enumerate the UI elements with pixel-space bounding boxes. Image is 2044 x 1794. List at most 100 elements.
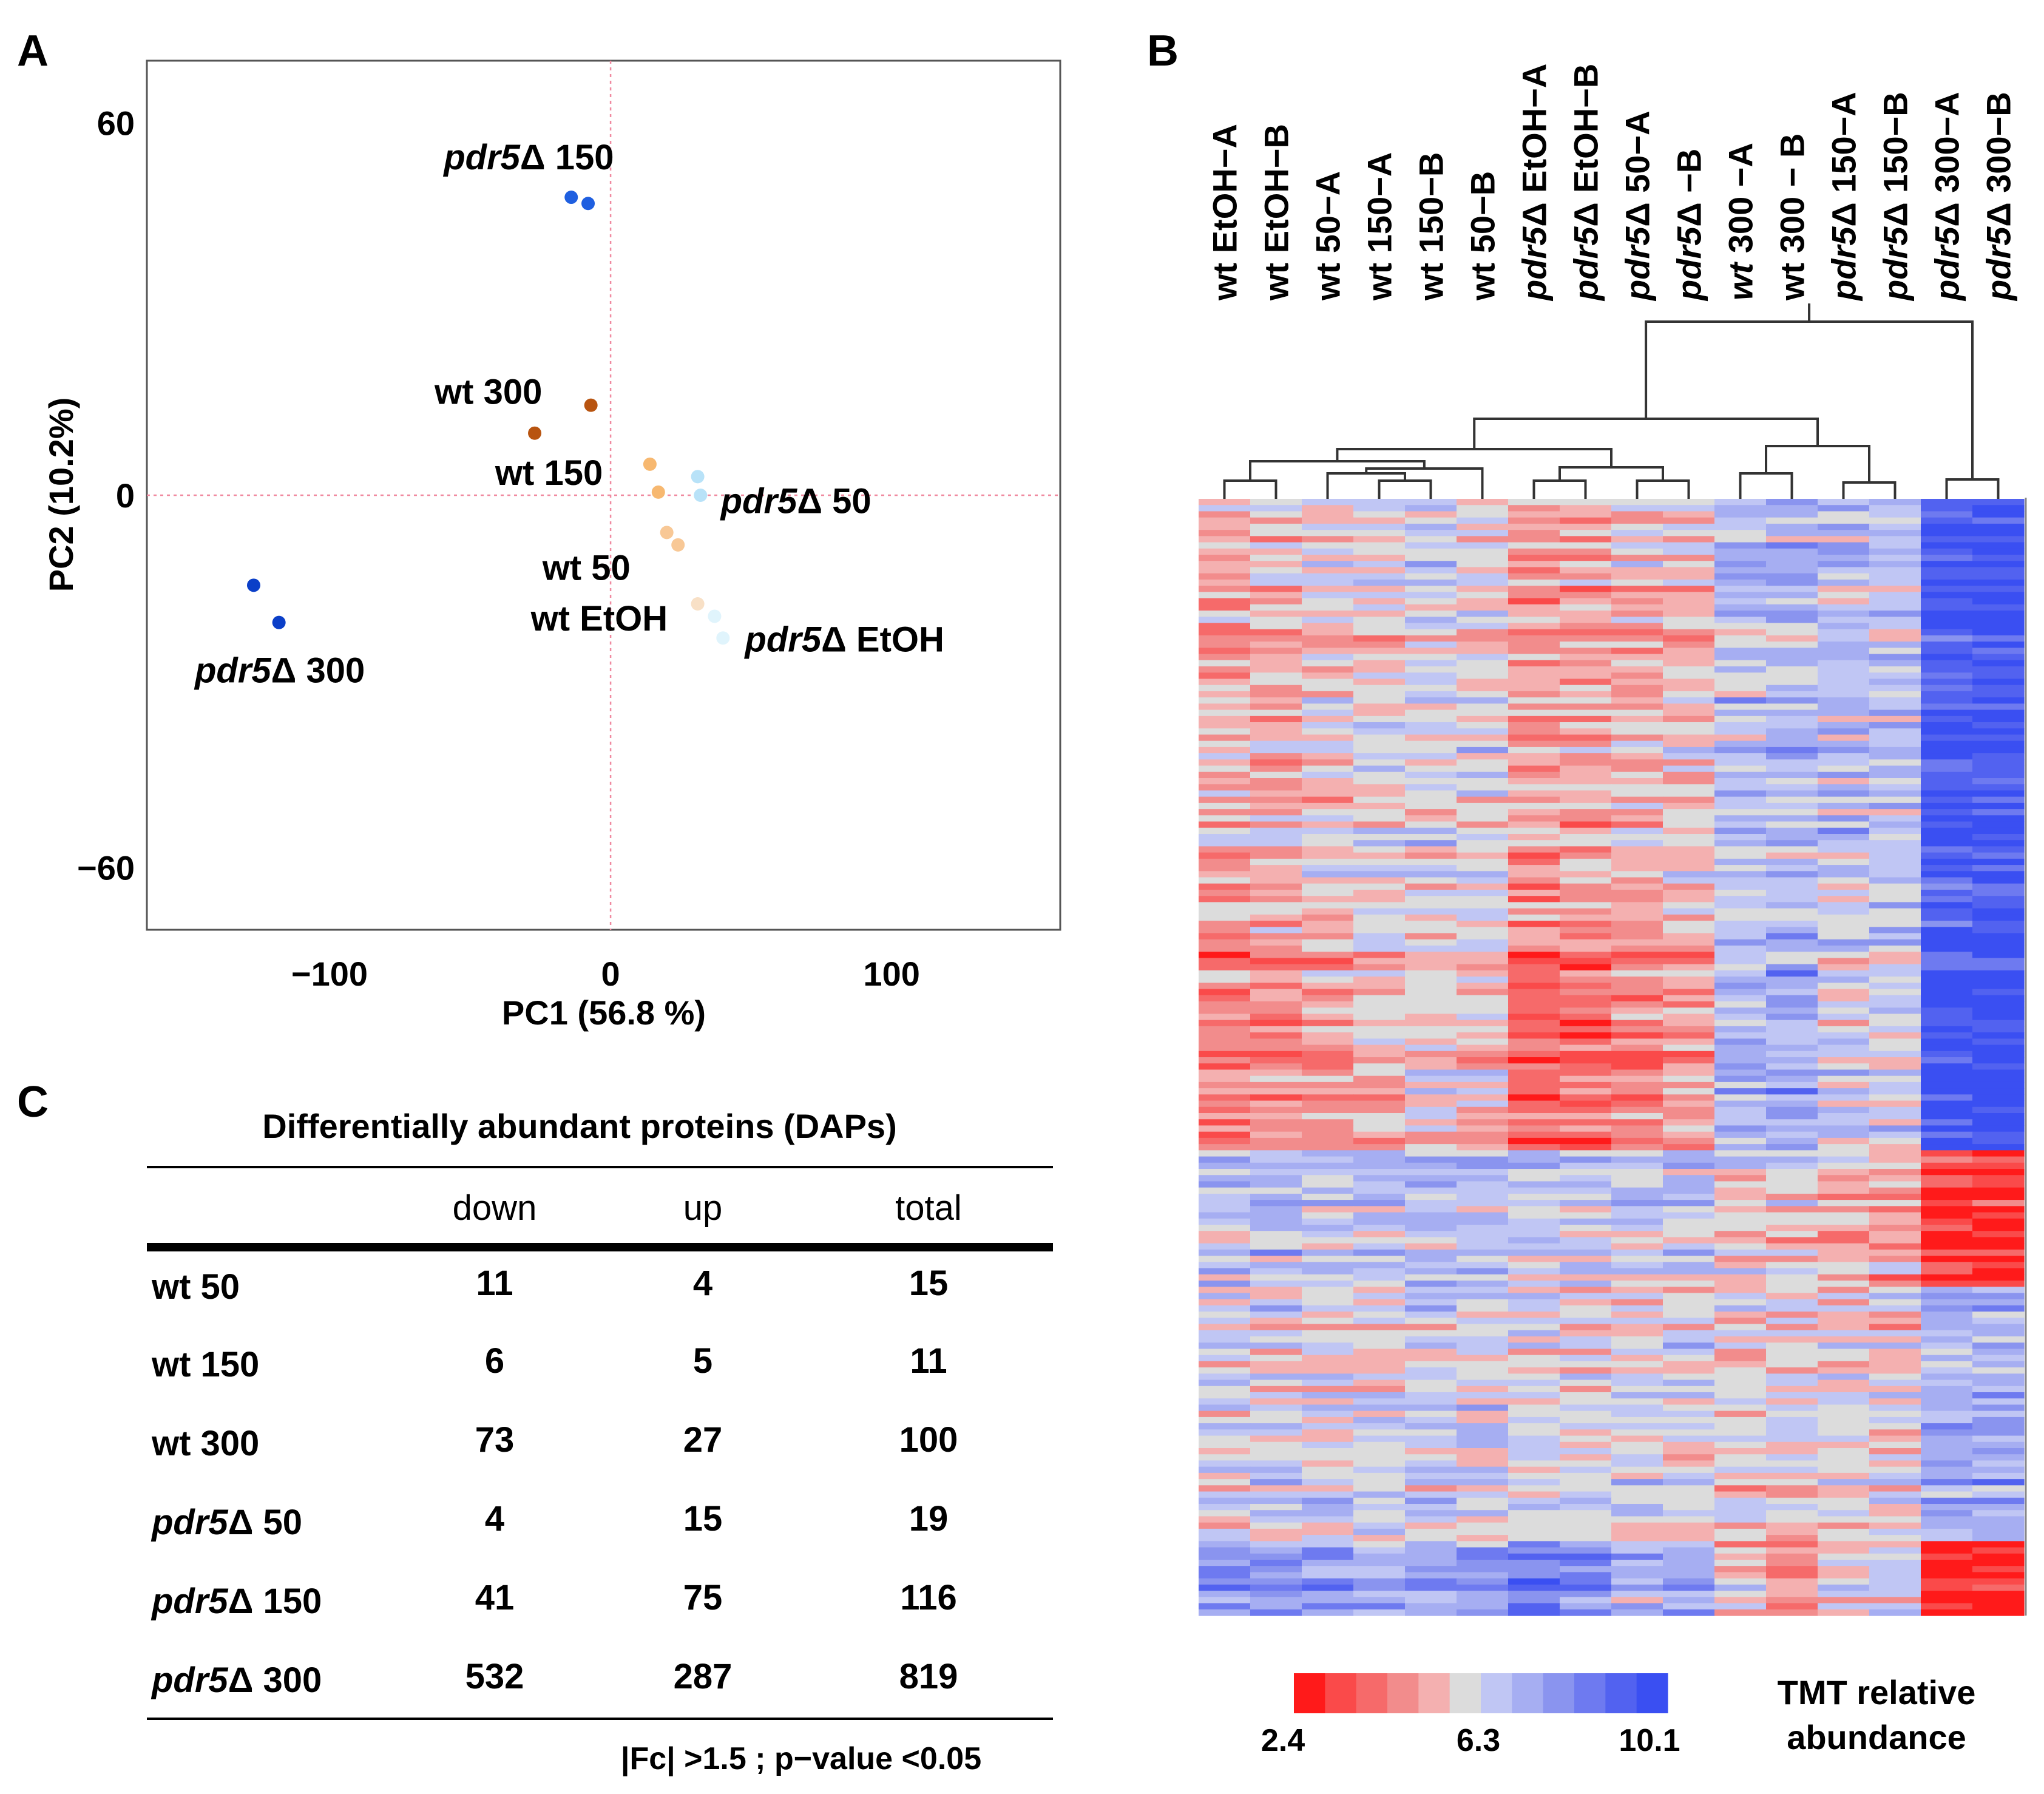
heatmap-cell (1663, 1169, 1715, 1176)
heatmap-cell (1972, 1491, 2025, 1498)
heatmap-cell (1508, 1609, 1560, 1616)
heatmap-cell (1921, 1069, 1973, 1077)
heatmap-cell (1869, 641, 1921, 648)
table-cell: 116 (900, 1578, 957, 1617)
heatmap-cell (1869, 1386, 1921, 1393)
heatmap-cell (1560, 654, 1612, 661)
heatmap-cell (1302, 1169, 1354, 1176)
heatmap-cell (1560, 517, 1612, 524)
heatmap-cell (1302, 1032, 1354, 1039)
heatmap-cell (1508, 617, 1560, 624)
heatmap-cell (1405, 1169, 1457, 1176)
heatmap-cell (1457, 611, 1509, 617)
heatmap-cell (1457, 1014, 1509, 1021)
heatmap-cell (1663, 877, 1715, 884)
heatmap-cell (1766, 1113, 1818, 1120)
heatmap-cell (1972, 1200, 2025, 1207)
heatmap-cell (1663, 1218, 1715, 1225)
heatmap-cell (1199, 1181, 1251, 1188)
heatmap-cell (1405, 1144, 1457, 1151)
heatmap-cell (1560, 852, 1612, 859)
heatmap-cell (1972, 586, 2025, 592)
heatmap-cell (1508, 1181, 1560, 1188)
heatmap-cell (1611, 1014, 1663, 1021)
heatmap-cell (1250, 1125, 1302, 1132)
heatmap-cell (1457, 1137, 1509, 1145)
heatmap-cell (1405, 964, 1457, 971)
heatmap-cell (1869, 1169, 1921, 1176)
heatmap-cell (1302, 1504, 1354, 1511)
heatmap-cell (1818, 1075, 1870, 1083)
heatmap-cell (1250, 1367, 1302, 1374)
heatmap-cell (1972, 1001, 2025, 1008)
heatmap-cell (1302, 1367, 1354, 1374)
heatmap-cell (1199, 946, 1251, 952)
heatmap-cell (1818, 629, 1870, 636)
heatmap-cell (1921, 1609, 1973, 1616)
heatmap-cell (1869, 1441, 1921, 1449)
heatmap-cell (1766, 1342, 1818, 1350)
heatmap-cell (1611, 734, 1663, 742)
heatmap-cell (1560, 883, 1612, 890)
heatmap-grid (1199, 499, 2025, 1616)
heatmap-cell (1818, 703, 1870, 711)
heatmap-cell (1302, 858, 1354, 865)
heatmap-cell (1818, 1038, 1870, 1046)
heatmap-cell (1869, 1212, 1921, 1219)
heatmap-cell (1972, 598, 2025, 605)
heatmap-cell (1302, 827, 1354, 834)
heatmap-column-label: pdr5Δ 150−B (1876, 92, 1915, 302)
heatmap-cell (1766, 579, 1818, 586)
pca-point (272, 615, 286, 629)
heatmap-cell (1405, 611, 1457, 617)
heatmap-cell (1199, 753, 1251, 760)
heatmap-cell (1766, 1312, 1818, 1318)
heatmap-cell (1560, 946, 1612, 952)
heatmap-cell (1457, 1535, 1509, 1542)
heatmap-cell (1353, 933, 1406, 940)
heatmap-cell (1405, 1181, 1457, 1188)
heatmap-cell (1457, 1038, 1509, 1046)
heatmap-cell (1921, 933, 1973, 940)
heatmap-cell (1302, 1218, 1354, 1225)
heatmap-cell (1199, 1429, 1251, 1437)
heatmap-cell (1972, 1044, 2025, 1052)
heatmap-cell (1302, 759, 1354, 767)
heatmap-cell (1611, 1491, 1663, 1498)
heatmap-cell (1405, 1206, 1457, 1213)
heatmap-cell (1353, 1541, 1406, 1548)
heatmap-cell (1353, 1144, 1406, 1151)
heatmap-cell (1353, 1398, 1406, 1406)
pca-point-label-italic: pdr5 (743, 620, 821, 659)
heatmap-cell (1302, 877, 1354, 884)
heatmap-cell (1921, 505, 1973, 512)
heatmap-cell (1921, 1137, 1973, 1145)
heatmap-cell (1199, 1119, 1251, 1126)
heatmap-cell (1611, 1256, 1663, 1262)
heatmap-cell (1457, 1510, 1509, 1517)
heatmap-cell (1714, 1491, 1767, 1498)
heatmap-cell (1611, 709, 1663, 717)
heatmap-cell (1302, 592, 1354, 599)
dendrogram-branch (1223, 479, 1278, 499)
heatmap-cell (1199, 1287, 1251, 1294)
legend-tick-label: 6.3 (1457, 1723, 1500, 1758)
heatmap-cell (1457, 858, 1509, 865)
heatmap-cell (1405, 871, 1457, 878)
heatmap-cell (1818, 877, 1870, 884)
heatmap-cell (1611, 1349, 1663, 1356)
heatmap-cell (1250, 1181, 1302, 1188)
heatmap-cell (1199, 921, 1251, 927)
heatmap-cell (1353, 1566, 1406, 1573)
heatmap-cell (1972, 1020, 2025, 1027)
heatmap-cell (1869, 1392, 1921, 1399)
heatmap-cell (1302, 1566, 1354, 1573)
heatmap-cell (1302, 1051, 1354, 1058)
heatmap-cell (1869, 654, 1921, 661)
heatmap-cell (1818, 983, 1870, 990)
heatmap-cell (1766, 1566, 1818, 1573)
heatmap-cell (1302, 555, 1354, 561)
heatmap-cell (1921, 759, 1973, 767)
heatmap-cell (1302, 1044, 1354, 1052)
